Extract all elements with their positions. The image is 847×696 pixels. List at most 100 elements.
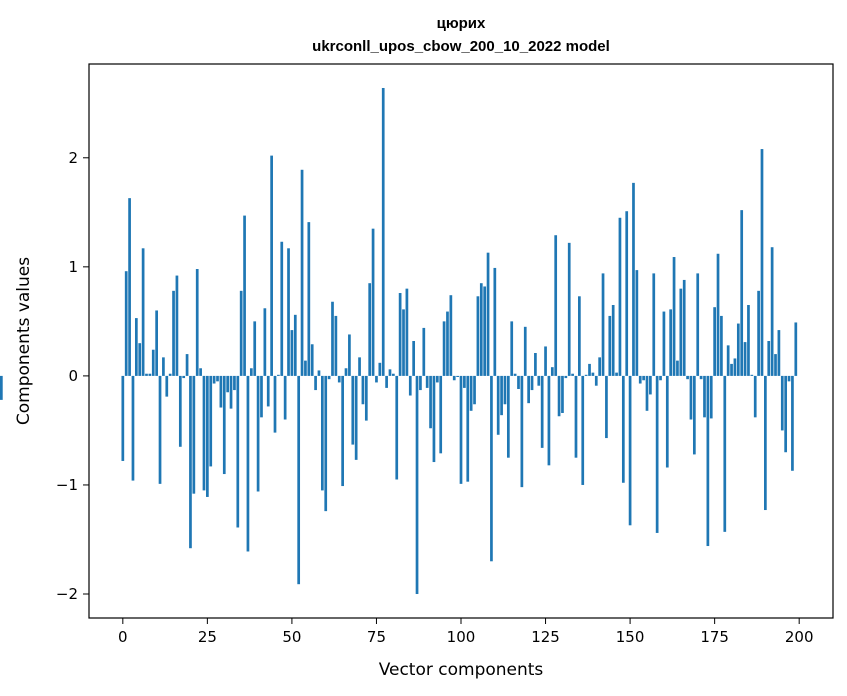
bar-53 <box>300 169 304 376</box>
bar-54 <box>304 360 307 376</box>
bar-12 <box>162 357 165 376</box>
bar-156 <box>649 375 652 395</box>
bar-41 <box>260 375 263 418</box>
bar-116 <box>513 373 517 376</box>
bar-166 <box>682 279 686 376</box>
bar-76 <box>378 362 382 376</box>
bar-121 <box>530 375 534 391</box>
x-tick-label-25: 25 <box>198 628 217 646</box>
x-tick-label-175: 175 <box>700 628 729 646</box>
bar-undefined <box>0 375 3 400</box>
bar-33 <box>233 375 236 391</box>
bar-177 <box>720 315 723 376</box>
bar-93 <box>435 375 439 383</box>
bar-19 <box>185 354 189 376</box>
bar-77 <box>381 87 385 376</box>
y-tick-label--1: −1 <box>56 476 78 494</box>
bar-175 <box>713 307 716 376</box>
bar-105 <box>476 296 480 376</box>
bar-73 <box>368 283 372 376</box>
bar-43 <box>266 375 270 407</box>
bar-133 <box>571 373 574 376</box>
bar-173 <box>706 375 710 547</box>
bar-165 <box>679 288 683 376</box>
bar-169 <box>692 375 696 455</box>
bar-44 <box>270 155 273 376</box>
bar-99 <box>456 375 459 377</box>
bar-78 <box>385 375 388 388</box>
bar-149 <box>625 211 629 376</box>
bar-6 <box>141 248 145 376</box>
bar-7 <box>145 373 148 376</box>
bar-58 <box>317 370 321 376</box>
chart-title-line-2: ukrconll_upos_cbow_200_10_2022 model <box>312 38 610 55</box>
bar-137 <box>584 374 588 376</box>
x-tick-label-50: 50 <box>282 628 301 646</box>
bar-122 <box>534 353 537 376</box>
bar-26 <box>209 375 213 467</box>
bar-55 <box>307 222 311 376</box>
bar-197 <box>787 375 791 382</box>
bar-134 <box>574 375 578 458</box>
bar-185 <box>747 305 750 376</box>
y-tick-label--2: −2 <box>56 585 78 603</box>
bar-69 <box>354 375 358 460</box>
bar-142 <box>601 273 605 376</box>
bar-38 <box>249 368 253 376</box>
bar-70 <box>358 357 361 376</box>
bar-140 <box>594 375 598 386</box>
bar-84 <box>405 288 409 376</box>
bar-90 <box>425 375 429 388</box>
bar-18 <box>182 375 186 379</box>
bar-10 <box>155 310 158 376</box>
bar-138 <box>588 363 591 376</box>
bar-106 <box>479 283 483 376</box>
bar-74 <box>371 228 375 376</box>
bar-2 <box>128 198 131 376</box>
bar-154 <box>642 375 645 381</box>
bar-28 <box>216 375 219 382</box>
bar-79 <box>388 369 392 376</box>
bar-139 <box>591 372 595 376</box>
bar-107 <box>483 286 487 376</box>
bar-81 <box>395 375 399 480</box>
bar-179 <box>726 345 730 376</box>
bar-103 <box>469 375 473 411</box>
bar-151 <box>632 182 635 376</box>
bar-80 <box>392 373 395 376</box>
bar-9 <box>151 349 155 376</box>
bar-196 <box>784 375 788 453</box>
bar-68 <box>351 375 355 445</box>
bar-144 <box>608 315 612 376</box>
bar-117 <box>517 375 520 389</box>
y-tick-label-2: 2 <box>68 149 78 167</box>
bar-181 <box>733 358 737 376</box>
bar-135 <box>578 296 581 376</box>
y-axis-label: Components values <box>14 257 34 425</box>
bar-150 <box>628 375 632 526</box>
bar-118 <box>520 375 524 488</box>
bar-96 <box>446 311 449 376</box>
y-tick-label-1: 1 <box>68 258 78 276</box>
bar-23 <box>199 368 202 376</box>
bar-1 <box>124 271 128 376</box>
bar-47 <box>280 241 284 376</box>
bar-42 <box>263 308 267 376</box>
bar-170 <box>696 273 700 376</box>
bar-61 <box>327 375 331 380</box>
bar-37 <box>246 375 250 552</box>
bar-16 <box>175 275 179 376</box>
bar-168 <box>689 375 693 420</box>
bar-27 <box>212 375 216 384</box>
bar-148 <box>621 375 625 483</box>
bar-0 <box>121 375 125 461</box>
bar-160 <box>662 311 666 376</box>
bar-104 <box>473 375 476 405</box>
bar-120 <box>527 375 530 404</box>
bar-115 <box>510 321 514 376</box>
bar-82 <box>398 293 402 376</box>
bar-83 <box>402 309 405 376</box>
bar-193 <box>774 354 777 376</box>
bar-132 <box>567 242 571 376</box>
